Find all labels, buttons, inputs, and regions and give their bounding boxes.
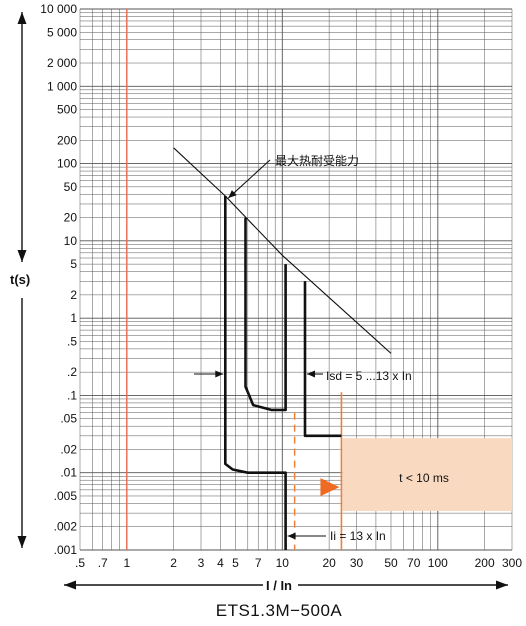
withstand-arrow [227,159,271,199]
x-tick-label: 5 [232,556,239,570]
curves [173,147,392,550]
y-tick-label: 500 [57,103,77,117]
x-tick-label: 1 [123,556,130,570]
x-tick-label: 10 [276,556,290,570]
x-tick-label: .7 [98,556,108,570]
x-tick-label: 300 [502,556,522,570]
y-tick-label: 10 000 [40,2,77,16]
x-tick-label: 100 [428,556,448,570]
x-tick-label: .5 [75,556,85,570]
isd-arrow-left-head [215,370,224,378]
withstand-arrow-head [228,190,237,199]
y-axis-arrow-upper-head [17,250,27,262]
annotations [194,159,340,540]
chart-title: ETS1.3M−500A [216,601,343,620]
y-axis-label: t(s) [10,272,30,287]
x-tick-label: 200 [475,556,495,570]
axes [17,12,508,590]
y-tick-label: .01 [60,466,77,480]
x-tick-label: 30 [350,556,364,570]
trip-zone-box [342,438,512,511]
y-tick-label: 100 [57,157,77,171]
reference-lines [126,9,343,550]
y-tick-label: .005 [54,489,78,503]
trip-zone-label: t < 10 ms [399,471,449,485]
y-axis-arrow-lower-head [17,536,27,548]
y-tick-label: 200 [57,133,77,147]
y-tick-label: .002 [54,520,78,534]
ii-label: Ii = 13 x In [330,529,386,543]
y-tick-label: 1 [70,311,77,325]
y-tick-label: 1 000 [47,79,77,93]
y-tick-label: 50 [64,180,78,194]
withstand-label: 最大热耐受能力 [275,154,359,168]
y-tick-label: .1 [67,388,77,402]
x-axis-arrow-right-head [496,580,508,590]
trip-zone-marker [320,478,340,497]
isd-label: Isd = 5 ...13 x In [326,369,412,383]
x-tick-label: 70 [407,556,421,570]
y-axis-arrow-upper-head [17,12,27,24]
x-tick-label: 20 [322,556,336,570]
trip-curve-1 [224,196,287,550]
y-tick-label: .02 [60,442,77,456]
ticks: .001 .002 .005 .01 .02 .05 .1 .2 .5 1 2 5 10 20 50 100 2… [40,2,522,570]
withstand-line [173,147,392,354]
y-tick-label: 5 000 [47,25,77,39]
x-tick-label: 2 [170,556,177,570]
isd-arrow-right-head [307,370,316,378]
x-tick-label: 50 [384,556,398,570]
trip-curve-3 [303,281,342,438]
x-axis-label: I / In [266,578,292,593]
x-tick-label: 7 [255,556,262,570]
ii-arrow-head [287,532,296,540]
trip-curve-2 [244,217,287,412]
x-tick-label: 3 [198,556,205,570]
y-tick-label: 2 [70,288,77,302]
y-tick-label: 2 000 [47,56,77,70]
trip-zone [342,438,512,511]
x-tick-label: 4 [217,556,224,570]
y-tick-label: .2 [67,365,77,379]
y-tick-label: 20 [64,211,78,225]
x-axis-arrow-left-head [64,580,76,590]
y-tick-label: .05 [60,412,77,426]
y-tick-label: .5 [67,334,77,348]
y-tick-label: 10 [64,234,78,248]
y-tick-label: .001 [54,543,78,557]
y-tick-label: 5 [70,257,77,271]
